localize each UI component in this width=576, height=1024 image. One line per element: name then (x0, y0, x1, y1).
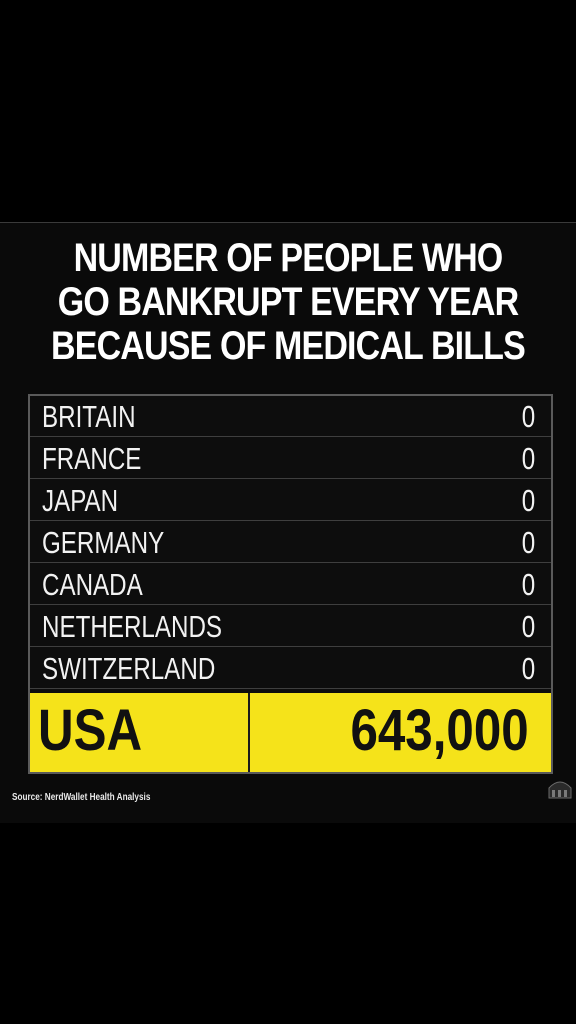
table-row: SWITZERLAND 0 (30, 648, 551, 689)
table-row: GERMANY 0 (30, 522, 551, 563)
bankruptcy-table: BRITAIN 0 FRANCE 0 JAPAN 0 GERMANY 0 CAN… (28, 394, 553, 774)
highlight-row-usa: USA 643,000 (30, 693, 551, 772)
table-row: NETHERLANDS 0 (30, 606, 551, 647)
top-divider (0, 222, 576, 223)
watermark-logo-icon (547, 774, 573, 800)
highlight-data-label: 643,000 (350, 698, 529, 763)
title-line-1: NUMBER OF PEOPLE WHO (73, 236, 504, 280)
country-label: GERMANY (42, 525, 165, 560)
title-line-3: BECAUSE OF MEDICAL BILLS (51, 324, 526, 368)
country-label: FRANCE (42, 441, 142, 476)
watermark-logo-svg (548, 781, 572, 799)
country-label: BRITAIN (42, 399, 136, 434)
table-row: JAPAN 0 (30, 480, 551, 521)
country-label: SWITZERLAND (42, 651, 216, 686)
table-row: FRANCE 0 (30, 438, 551, 479)
highlight-divider (248, 693, 250, 772)
data-label: 0 (521, 525, 535, 560)
country-label: NETHERLANDS (42, 609, 223, 644)
highlight-country-label: USA (38, 698, 143, 763)
title-line-2: GO BANKRUPT EVERY YEAR (57, 280, 519, 324)
top-black-area (0, 0, 576, 222)
table-row: BRITAIN 0 (30, 396, 551, 437)
country-label: CANADA (42, 567, 143, 602)
data-label: 0 (521, 441, 535, 476)
data-label: 0 (521, 399, 535, 434)
data-label: 0 (521, 651, 535, 686)
data-label: 0 (521, 567, 535, 602)
table-row: CANADA 0 (30, 564, 551, 605)
source-note: Source: NerdWallet Health Analysis (12, 792, 151, 803)
data-label: 0 (521, 609, 535, 644)
chart-title: NUMBER OF PEOPLE WHO GO BANKRUPT EVERY Y… (43, 236, 533, 368)
data-label: 0 (521, 483, 535, 518)
country-label: JAPAN (42, 483, 119, 518)
